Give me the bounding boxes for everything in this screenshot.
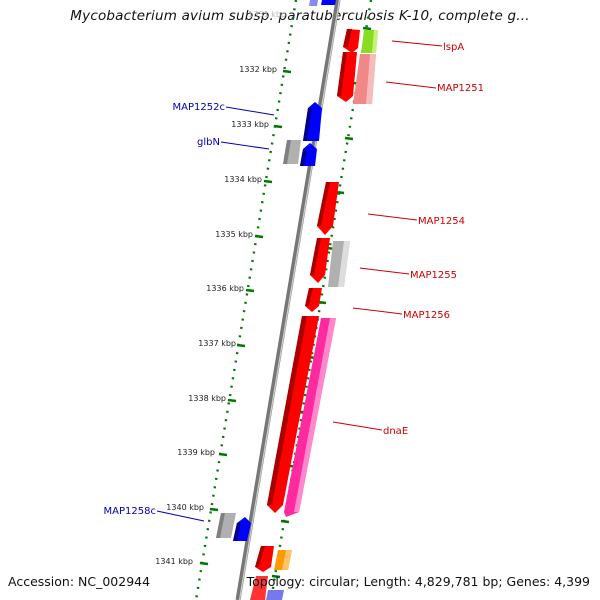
gene-MAP1251-light[interactable] xyxy=(353,54,376,104)
tick-label: 1338 kbp xyxy=(188,394,226,403)
gene-MAP1252c[interactable] xyxy=(303,102,322,141)
gene-label-MAP1254[interactable]: MAP1254 xyxy=(418,216,465,227)
tick-label: 1335 kbp xyxy=(215,230,253,239)
tick-mark xyxy=(362,26,372,31)
tick-mark xyxy=(344,136,354,141)
gene-MAP1258c[interactable] xyxy=(233,517,251,541)
tick-label: 1337 kbp xyxy=(198,339,236,348)
tick-label: 1331 kbp xyxy=(248,10,286,19)
gene-label-MAP1256[interactable]: MAP1256 xyxy=(403,310,450,321)
tick-label: 1341 kbp xyxy=(155,557,193,566)
gene-glbN-partner[interactable] xyxy=(283,140,301,164)
gene-MAP1255[interactable] xyxy=(310,238,330,283)
tick-mark xyxy=(273,124,283,129)
topology-summary: Topology: circular; Length: 4,829,781 bp… xyxy=(246,574,590,589)
gene-glbN[interactable] xyxy=(300,143,317,166)
gene-label-MAP1252c[interactable]: MAP1252c xyxy=(173,102,225,113)
tick-label: 1333 kbp xyxy=(231,120,269,129)
accession-text: Accession: NC_002944 xyxy=(8,574,151,589)
map-title: Mycobacterium avium subsp. paratuberculo… xyxy=(70,8,530,24)
gene-MAP1251[interactable] xyxy=(337,52,357,102)
leader-MAP1252c xyxy=(225,106,275,116)
gene-label-MAP1258c[interactable]: MAP1258c xyxy=(104,506,156,517)
leader-MAP1258c xyxy=(156,510,205,522)
genome-backbone xyxy=(235,0,341,600)
gene-MAP1256[interactable] xyxy=(305,288,322,312)
gene-bottom-blue[interactable] xyxy=(266,590,284,600)
tick-mark xyxy=(209,507,219,512)
tick-mark xyxy=(199,561,209,566)
gene-top-fragment-1[interactable] xyxy=(309,0,318,6)
gene-top-fragment-2[interactable] xyxy=(321,0,336,5)
leader-MAP1256 xyxy=(352,307,403,315)
left-tick-marks xyxy=(199,69,292,566)
gene-large-forward[interactable] xyxy=(267,316,319,513)
leader-MAP1255 xyxy=(359,267,410,275)
tick-mark xyxy=(254,234,264,239)
tick-mark xyxy=(263,179,273,184)
tick-label: 1336 kbp xyxy=(206,284,244,293)
gene-label-MAP1251[interactable]: MAP1251 xyxy=(437,83,484,94)
tick-mark xyxy=(282,69,292,74)
gene-label-MAP1255[interactable]: MAP1255 xyxy=(410,270,457,281)
gene-label-glbN[interactable]: glbN xyxy=(197,137,220,148)
gene-dnaE[interactable] xyxy=(284,318,336,517)
tick-label: 1332 kbp xyxy=(239,65,277,74)
right-tick-marks xyxy=(271,26,372,579)
gene-bottom-red-2[interactable] xyxy=(250,576,268,600)
leader-glbN xyxy=(220,141,270,150)
leader-lspA xyxy=(391,40,443,47)
tick-mark xyxy=(280,519,290,524)
gene-bottom-orange[interactable] xyxy=(274,550,292,570)
gene-lime-segment[interactable] xyxy=(361,30,378,53)
gene-label-lspA[interactable]: lspA xyxy=(443,42,464,53)
leader-dnaE xyxy=(332,421,383,431)
genome-backbone-highlight xyxy=(238,0,341,600)
gene-MAP1255-partner[interactable] xyxy=(328,241,350,287)
tick-label: 1339 kbp xyxy=(177,448,215,457)
tick-mark xyxy=(218,452,228,457)
leader-MAP1251 xyxy=(385,81,437,89)
leader-MAP1254 xyxy=(367,213,418,221)
tick-mark xyxy=(245,288,255,293)
tick-mark xyxy=(227,398,237,403)
tick-label: 1340 kbp xyxy=(166,503,204,512)
tick-mark xyxy=(271,574,281,579)
gene-MAP1254[interactable] xyxy=(317,182,339,235)
tick-label: 1334 kbp xyxy=(224,175,262,184)
gene-lspA[interactable] xyxy=(343,29,360,53)
tick-mark xyxy=(236,343,246,348)
gene-bottom-red[interactable] xyxy=(255,546,274,572)
gene-MAP1258c-partner[interactable] xyxy=(216,513,236,538)
gene-label-dnaE[interactable]: dnaE xyxy=(383,426,408,437)
